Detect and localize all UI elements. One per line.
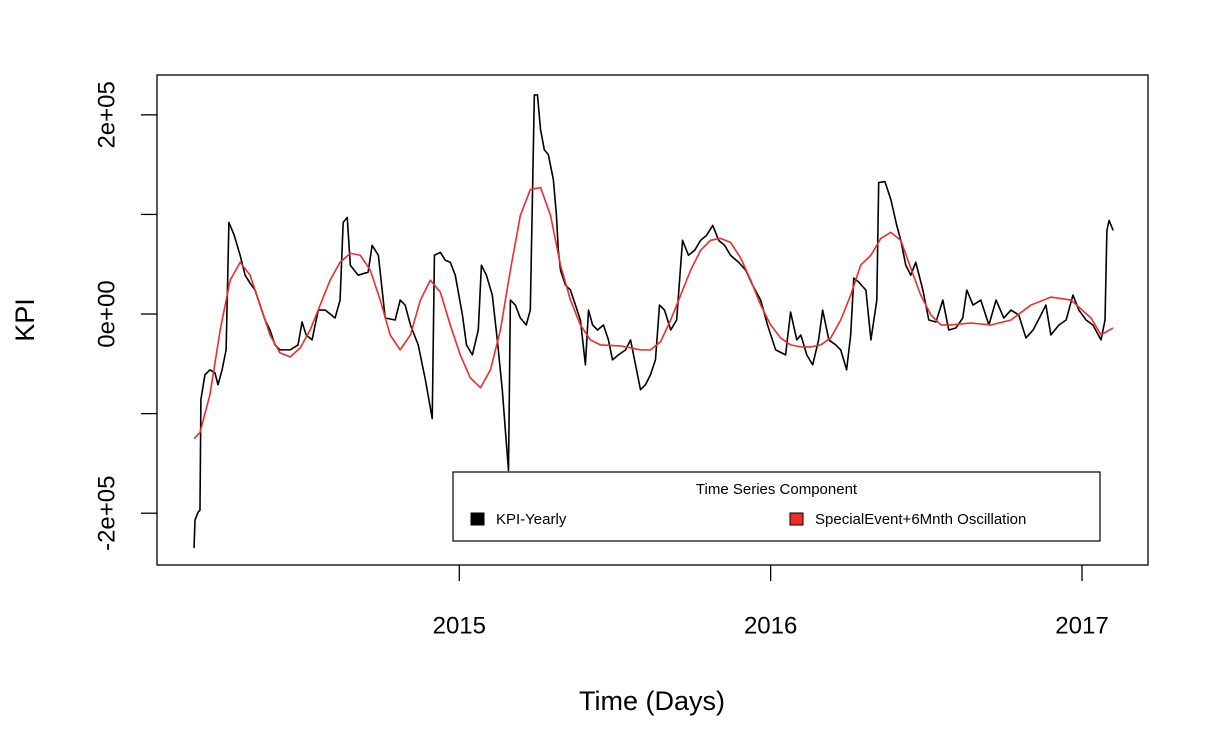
- legend-swatch: [470, 512, 485, 526]
- x-tick-label: 2016: [744, 612, 797, 639]
- x-tick-label: 2017: [1055, 612, 1108, 639]
- plot-frame: [156, 74, 1149, 566]
- legend-label: KPI-Yearly: [496, 511, 567, 528]
- x-tick-label: 2015: [433, 612, 486, 639]
- series-line: [193, 94, 1114, 549]
- legend-title: Time Series Component: [696, 481, 858, 498]
- legend-label: SpecialEvent+6Mnth Oscillation: [815, 511, 1026, 528]
- y-tick-label: -2e+05: [93, 476, 120, 551]
- y-tick-label: 0e+00: [93, 280, 120, 347]
- y-axis-label: KPI: [10, 298, 40, 342]
- legend-box: [452, 471, 1101, 542]
- series-line: [193, 186, 1114, 440]
- legend-swatch: [789, 512, 804, 526]
- x-axis-label: Time (Days): [579, 686, 725, 716]
- legend: Time Series Component KPI-Yearly SpecialEv…: [452, 471, 1101, 542]
- y-tick-label: 2e+05: [93, 81, 120, 148]
